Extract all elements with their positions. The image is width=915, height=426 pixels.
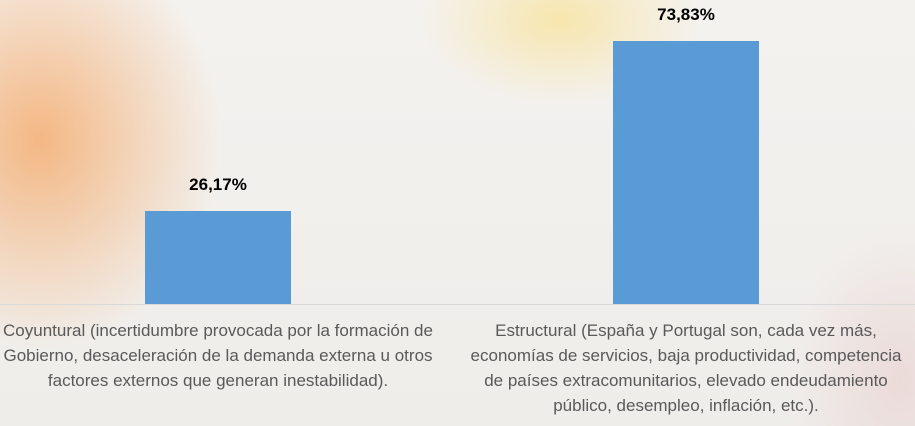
chart: 26,17% Coyuntural (incertidumbre provocad… (0, 0, 915, 426)
baseline (0, 304, 915, 305)
data-label: 26,17% (145, 175, 291, 195)
category-label: Estructural (España y Portugal son, cada… (466, 318, 906, 418)
category-label: Coyuntural (incertidumbre provocada por … (0, 318, 438, 393)
data-label: 73,83% (613, 5, 759, 25)
bar (145, 211, 291, 304)
bar (613, 41, 759, 304)
